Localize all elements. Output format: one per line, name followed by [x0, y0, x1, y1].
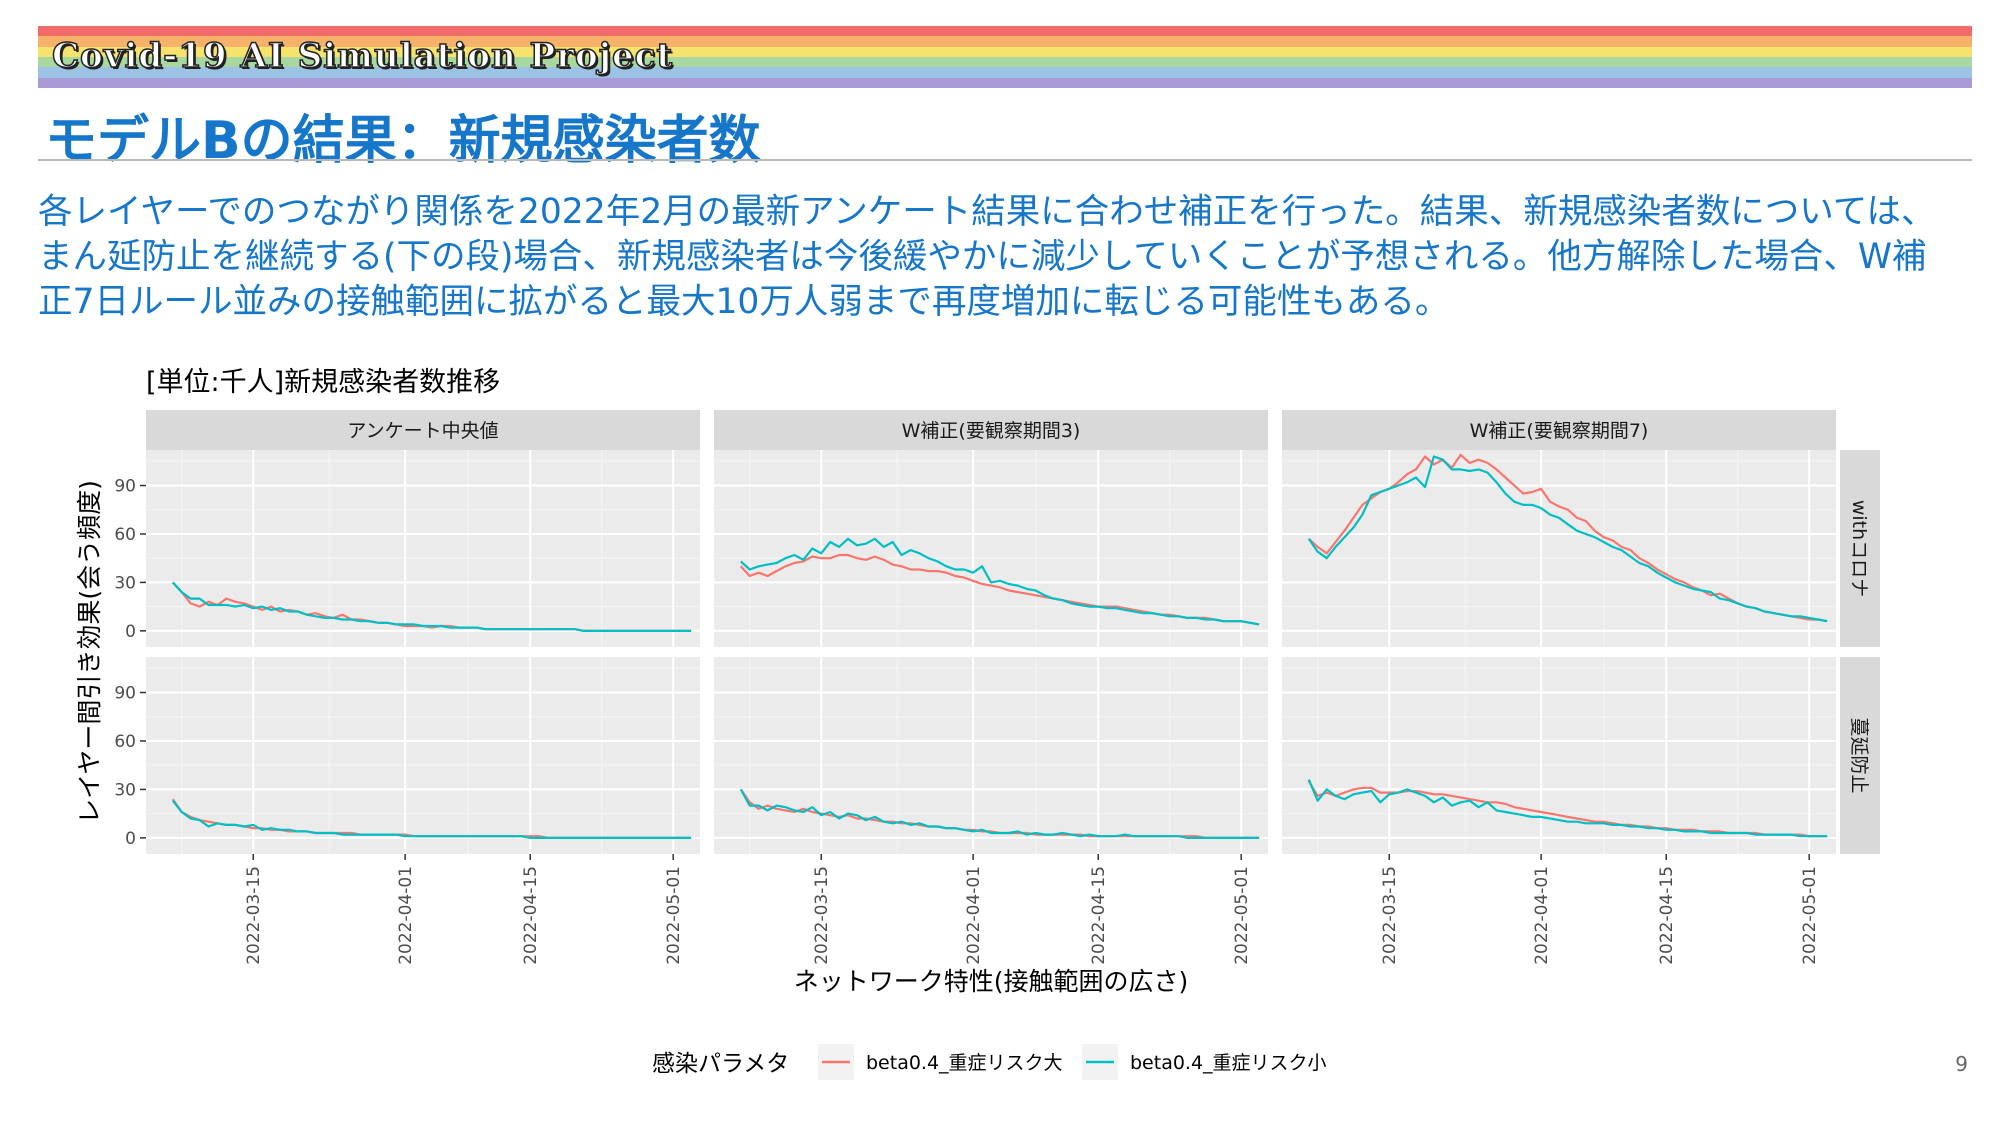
y-tick-label: 30	[114, 780, 136, 800]
y-tick-label: 0	[125, 622, 136, 642]
row-strip	[1840, 657, 1880, 854]
x-tick-label: 2022-03-15	[244, 866, 264, 965]
slide-title: モデルBの結果：新規感染者数	[45, 111, 761, 171]
y-tick-label: 60	[114, 732, 136, 752]
x-axis-label: ネットワーク特性(接触範囲の広さ)	[794, 967, 1189, 996]
x-tick-label: 2022-04-15	[1657, 866, 1677, 965]
y-tick-label: 30	[114, 573, 136, 593]
legend-label: beta0.4_重症リスク大	[866, 1052, 1063, 1074]
x-tick-label: 2022-05-01	[1800, 866, 1820, 965]
x-tick-label: 2022-04-15	[1089, 866, 1109, 965]
banner-stripe	[38, 56, 1972, 68]
y-axis-label: レイヤー間引き効果(会う頻度)	[75, 480, 104, 824]
panel-background	[146, 450, 700, 647]
banner-stripe	[38, 67, 1972, 78]
banner-stripe	[38, 26, 1972, 37]
panel-background	[714, 657, 1268, 854]
series-line	[739, 788, 1260, 840]
chart-title: [単位:千人]新規感染者数推移	[146, 367, 501, 398]
x-tick-label: 2022-04-01	[396, 866, 416, 965]
legend-title: 感染パラメタ	[652, 1051, 789, 1077]
y-tick-label: 60	[114, 525, 136, 545]
x-tick-label: 2022-04-15	[521, 866, 541, 965]
legend-label: beta0.4_重症リスク小	[1130, 1052, 1327, 1074]
x-tick-label: 2022-04-01	[1532, 866, 1552, 965]
x-tick-label: 2022-05-01	[664, 866, 684, 965]
row-strip	[1840, 450, 1880, 647]
x-tick-label: 2022-03-15	[1380, 866, 1400, 965]
y-tick-label: 90	[114, 684, 136, 704]
series-line	[740, 537, 1260, 626]
banner-stripe	[38, 77, 1972, 88]
x-tick-label: 2022-03-15	[812, 866, 832, 965]
page-number: 9	[1955, 1052, 1968, 1076]
column-strip	[1282, 410, 1836, 450]
series-line	[171, 581, 692, 633]
series-line	[171, 800, 692, 840]
panel-background	[146, 657, 700, 854]
column-strip	[714, 410, 1268, 450]
column-strip-label: アンケート中央値	[347, 420, 498, 442]
panel-background	[714, 450, 1268, 647]
title-divider	[38, 159, 1972, 161]
rainbow-banner	[38, 26, 1972, 88]
column-strip-label: W補正(要観察期間3)	[902, 420, 1081, 442]
column-strip-label: W補正(要観察期間7)	[1470, 420, 1649, 442]
banner-title: Covid-19 AI Simulation Project	[51, 35, 674, 77]
panel-background	[1282, 450, 1836, 647]
series-line	[1307, 779, 1828, 838]
x-tick-label: 2022-04-01	[964, 866, 984, 965]
x-tick-label: 2022-05-01	[1232, 866, 1252, 965]
y-tick-label: 0	[125, 829, 136, 849]
row-strip-label: 蔓延防止	[1848, 717, 1870, 793]
series-line	[1307, 455, 1828, 623]
banner-stripe	[38, 46, 1972, 57]
panel-background	[1282, 657, 1836, 854]
row-strip-label: withコロナ	[1848, 500, 1870, 597]
y-tick-label: 90	[114, 477, 136, 497]
banner-stripe	[38, 36, 1972, 47]
body-text: 各レイヤーでのつながり関係を2022年2月の最新アンケート結果に合わせ補正を行っ…	[38, 192, 1936, 322]
column-strip	[146, 410, 700, 450]
